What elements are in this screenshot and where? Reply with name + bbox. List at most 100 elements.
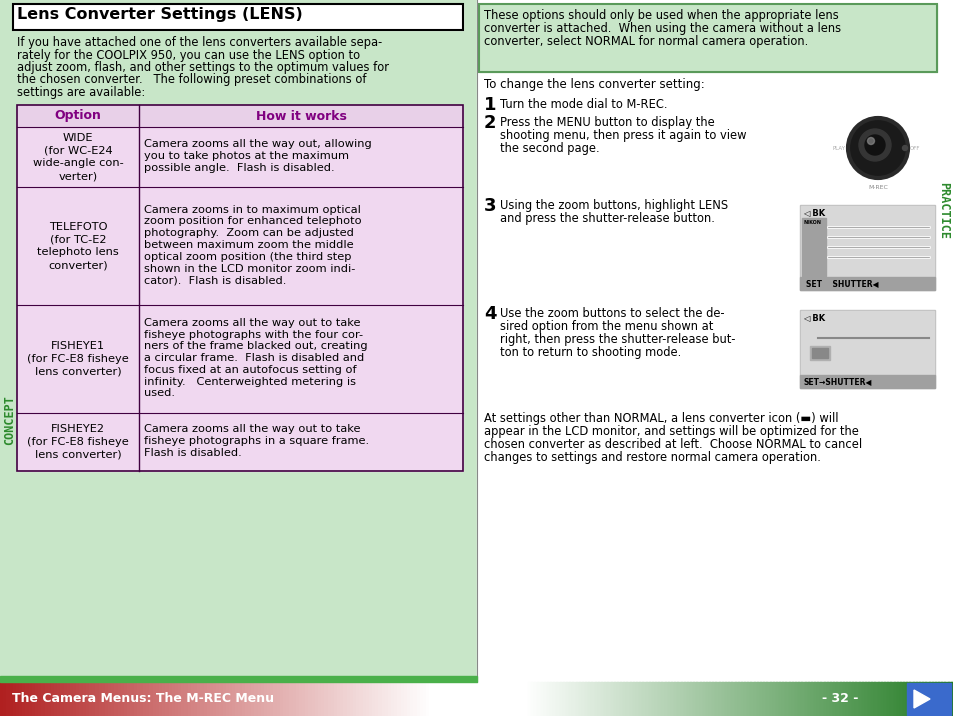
Bar [17,105,462,471]
Text: WIDE
(for WC-E24
wide-angle con-
verter): WIDE (for WC-E24 wide-angle con- verter) [32,132,123,181]
Bar [851,682,856,716]
Bar [483,682,487,716]
Bar [127,682,132,716]
Bar [369,682,373,716]
Bar [696,682,700,716]
Bar [931,682,935,716]
Text: fisheye photographs with the four cor-: fisheye photographs with the four cor- [144,329,363,339]
Bar [645,682,649,716]
Text: the second page.: the second page. [499,142,599,155]
Bar [270,682,274,716]
Bar [788,682,792,716]
Text: Camera zooms all the way out, allowing: Camera zooms all the way out, allowing [144,140,372,150]
Bar [397,682,401,716]
Bar [346,682,351,716]
Bar [372,682,375,716]
Text: 2: 2 [483,114,496,132]
Bar [248,682,252,716]
Bar [0,682,4,716]
Bar [174,682,179,716]
Text: between maximum zoom the middle: between maximum zoom the middle [144,240,354,250]
Bar [855,682,859,716]
Bar [648,682,652,716]
Bar [791,682,795,716]
Bar [298,682,303,716]
Bar [54,682,58,716]
Text: 3: 3 [483,197,496,215]
Bar [124,682,128,716]
Bar [17,187,462,305]
Bar [734,682,738,716]
Bar [146,682,151,716]
Bar [438,682,442,716]
Text: These options should only be used when the appropriate lens: These options should only be used when t… [483,9,838,22]
Bar [340,682,344,716]
Text: rately for the COOLPIX 950, you can use the LENS option to: rately for the COOLPIX 950, you can use … [17,49,359,62]
Bar [0,0,476,682]
Bar [172,682,175,716]
Bar [588,682,592,716]
Bar [556,682,560,716]
Circle shape [866,137,874,145]
Bar [512,682,516,716]
Bar [305,682,309,716]
Bar [38,682,42,716]
Bar [486,682,490,716]
Polygon shape [913,690,929,708]
Bar [505,682,509,716]
Text: you to take photos at the maximum: you to take photos at the maximum [144,151,349,161]
Bar [12,682,17,716]
Bar [60,682,65,716]
Bar [801,682,804,716]
Bar [7,682,10,716]
Bar [181,682,185,716]
Bar [251,682,255,716]
Bar [610,682,614,716]
Bar [0,676,476,682]
Bar [801,218,825,276]
Bar [617,682,620,716]
Bar [378,682,382,716]
Bar [946,682,951,716]
Text: optical zoom position (the third step: optical zoom position (the third step [144,252,351,262]
Bar [886,682,890,716]
Bar [572,682,576,716]
Bar [336,682,341,716]
Bar [226,682,230,716]
Bar [779,682,782,716]
Bar [302,682,306,716]
Bar [801,206,933,277]
Bar [822,682,827,716]
Bar [476,682,480,716]
Text: Lens Converter Settings (LENS): Lens Converter Settings (LENS) [17,7,302,22]
Bar [565,682,570,716]
Bar [79,682,84,716]
Text: shown in the LCD monitor zoom indi-: shown in the LCD monitor zoom indi- [144,263,355,274]
Bar [562,682,566,716]
Bar [740,682,744,716]
Bar [832,682,837,716]
Bar [922,682,925,716]
Bar [17,413,462,471]
Bar [353,682,356,716]
Bar [658,682,661,716]
Bar [750,682,754,716]
Bar [753,682,757,716]
Bar [813,682,818,716]
Bar [143,682,147,716]
Bar [489,682,494,716]
Bar [70,682,74,716]
Bar [569,682,573,716]
Bar [140,682,144,716]
Bar [817,682,821,716]
Bar [478,4,936,72]
Bar [197,682,201,716]
Bar [479,682,484,716]
Bar [622,682,627,716]
Bar [98,682,103,716]
Bar [293,682,296,716]
Text: ◁ BK: ◁ BK [802,208,824,217]
Text: a circular frame.  Flash is disabled and: a circular frame. Flash is disabled and [144,353,364,363]
Text: sired option from the menu shown at: sired option from the menu shown at [499,320,713,333]
Text: Camera zooms all the way out to take: Camera zooms all the way out to take [144,318,360,328]
